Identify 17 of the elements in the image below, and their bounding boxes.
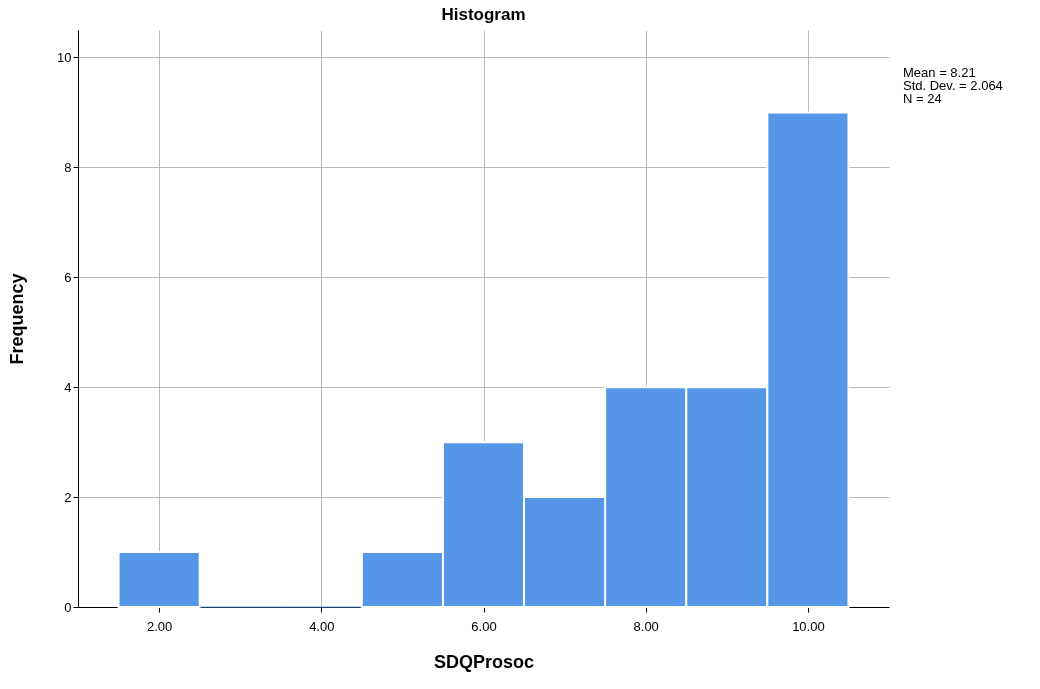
y-tick-label: 4 <box>64 379 72 395</box>
text: Mean = 8.21 <box>903 65 977 80</box>
text: Std. Dev. = 2.064 <box>903 78 1003 93</box>
y-tick-label: 2 <box>64 489 72 505</box>
y-tick-label: 8 <box>64 159 72 175</box>
x-tick-label: 4.00 <box>309 618 335 634</box>
x-tick-label: 8.00 <box>633 618 659 634</box>
y-tick-label: 10 <box>57 49 72 65</box>
x-axis-title: SDQProsoc <box>433 651 535 672</box>
y-axis-title: Frequency <box>7 273 28 365</box>
x-tick-label: 10.00 <box>792 618 825 634</box>
text: N = 24 <box>903 91 943 106</box>
y-tick-label: 0 <box>64 599 72 615</box>
x-tick-label: 2.00 <box>146 618 173 634</box>
chart-title: Histogram <box>441 5 526 24</box>
x-tick-label: 6.00 <box>471 618 497 634</box>
y-tick-label: 6 <box>64 269 72 285</box>
